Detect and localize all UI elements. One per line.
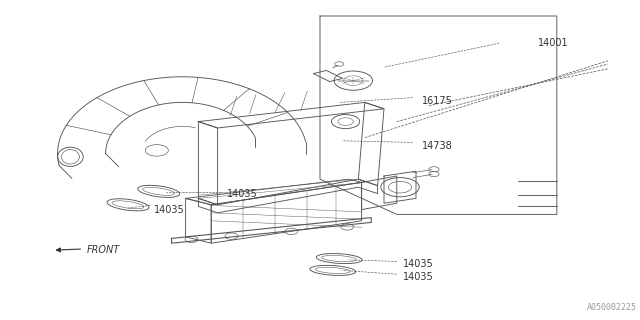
Text: 14035: 14035 (227, 188, 258, 199)
Text: 16175: 16175 (422, 96, 453, 106)
Text: A050002225: A050002225 (587, 303, 637, 312)
Text: 14001: 14001 (538, 38, 568, 48)
Text: 14035: 14035 (403, 259, 434, 269)
Text: 14738: 14738 (422, 140, 453, 151)
Text: FRONT: FRONT (86, 244, 120, 255)
Text: 14035: 14035 (154, 204, 184, 215)
Text: 14035: 14035 (403, 272, 434, 282)
